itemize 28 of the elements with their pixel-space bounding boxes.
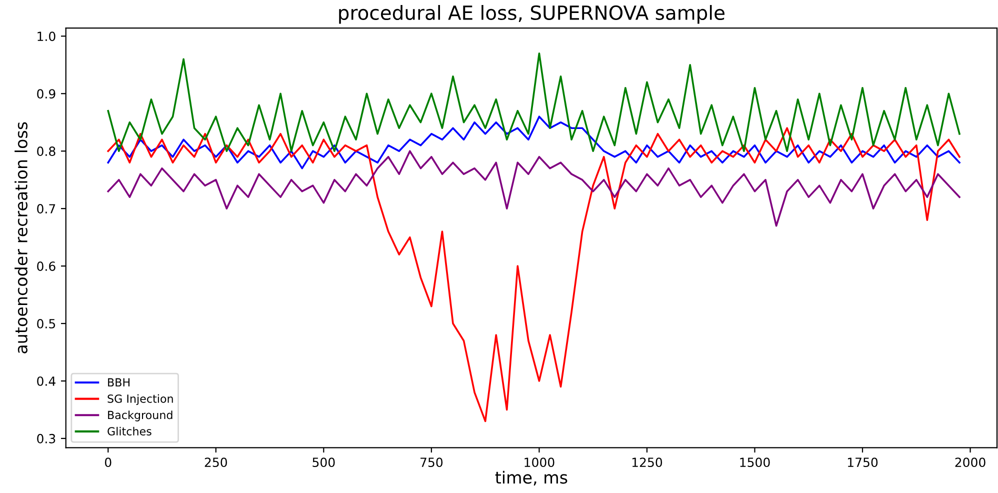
legend-label: Glitches (108, 426, 152, 436)
y-tick-label: 0.6 (37, 262, 56, 271)
line-series (107, 52, 960, 152)
line-series (107, 127, 960, 422)
legend-label: Background (108, 410, 172, 422)
y-axis-title: autoencoder recreation loss (14, 122, 28, 354)
x-tick-label: 2000 (955, 458, 986, 468)
x-tick-label: 1250 (632, 458, 662, 468)
y-tick-label: 1.0 (38, 32, 56, 42)
y-tick-label: 0.8 (37, 146, 56, 156)
x-tick-label: 750 (420, 458, 443, 468)
legend-label: SG Injection (108, 394, 173, 406)
line-series (107, 116, 960, 170)
chart-title: procedural AE loss, SUPERNOVA sample (339, 4, 724, 24)
x-tick-label: 0 (104, 458, 112, 468)
x-tick-label: 1500 (740, 458, 770, 468)
x-tick-label: 1750 (848, 458, 878, 468)
x-tick-label: 1000 (524, 458, 554, 468)
y-tick-label: 0.5 (37, 318, 56, 328)
y-tick-label: 0.4 (37, 376, 56, 386)
x-tick-label: 250 (204, 458, 227, 468)
x-axis-title: time, ms (495, 470, 568, 486)
y-tick-label: 0.3 (37, 434, 56, 444)
x-tick-label: 500 (312, 458, 335, 468)
y-tick-label: 0.7 (37, 204, 56, 214)
y-tick-label: 0.9 (37, 89, 56, 99)
line-series (107, 150, 960, 227)
legend-label: BBH (108, 378, 130, 386)
